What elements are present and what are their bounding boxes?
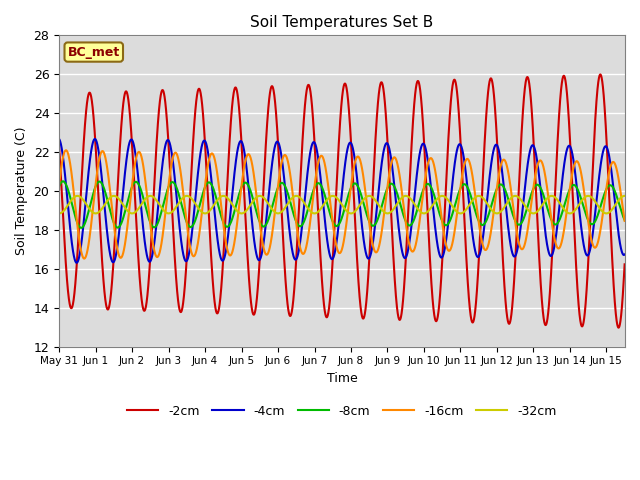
-16cm	[62, 147, 70, 153]
-4cm	[91, 136, 99, 142]
Line: -4cm: -4cm	[59, 139, 625, 263]
-16cm	[81, 256, 88, 262]
-4cm	[395, 223, 403, 229]
-2cm	[55, 144, 63, 150]
-2cm	[394, 313, 402, 319]
-32cm	[621, 193, 628, 199]
Line: -16cm: -16cm	[59, 150, 625, 259]
-2cm	[158, 88, 166, 94]
-16cm	[271, 204, 279, 210]
-4cm	[621, 252, 628, 257]
-2cm	[271, 101, 279, 107]
Y-axis label: Soil Temperature (C): Soil Temperature (C)	[15, 127, 28, 255]
-2cm	[596, 72, 604, 77]
-16cm	[423, 164, 431, 170]
-4cm	[158, 165, 166, 170]
-16cm	[395, 166, 403, 172]
-32cm	[520, 202, 528, 207]
Line: -2cm: -2cm	[59, 74, 625, 328]
-2cm	[423, 195, 431, 201]
-2cm	[477, 212, 485, 217]
Text: BC_met: BC_met	[68, 46, 120, 59]
-16cm	[520, 243, 528, 249]
-2cm	[520, 94, 528, 99]
-8cm	[158, 206, 166, 212]
-8cm	[59, 179, 67, 184]
-8cm	[395, 195, 403, 201]
-8cm	[520, 214, 528, 220]
-4cm	[477, 245, 485, 251]
X-axis label: Time: Time	[326, 372, 357, 385]
Line: -8cm: -8cm	[59, 181, 625, 228]
-4cm	[423, 153, 431, 159]
-16cm	[621, 218, 628, 224]
-16cm	[477, 236, 485, 241]
-32cm	[423, 209, 431, 215]
Line: -32cm: -32cm	[59, 196, 625, 214]
-32cm	[158, 205, 166, 211]
-8cm	[271, 192, 279, 198]
-8cm	[621, 217, 628, 223]
-16cm	[158, 237, 166, 242]
-4cm	[73, 260, 81, 265]
-32cm	[477, 194, 485, 200]
-32cm	[55, 211, 63, 216]
-2cm	[614, 325, 622, 331]
-32cm	[271, 209, 279, 215]
-4cm	[520, 191, 528, 196]
-4cm	[271, 142, 279, 147]
Title: Soil Temperatures Set B: Soil Temperatures Set B	[250, 15, 433, 30]
-4cm	[55, 136, 63, 142]
-8cm	[477, 222, 485, 228]
Legend: -2cm, -4cm, -8cm, -16cm, -32cm: -2cm, -4cm, -8cm, -16cm, -32cm	[122, 400, 562, 423]
-8cm	[423, 181, 431, 187]
-8cm	[77, 225, 85, 231]
-8cm	[55, 183, 63, 189]
-32cm	[394, 199, 402, 205]
-2cm	[621, 262, 628, 267]
-16cm	[55, 181, 63, 187]
